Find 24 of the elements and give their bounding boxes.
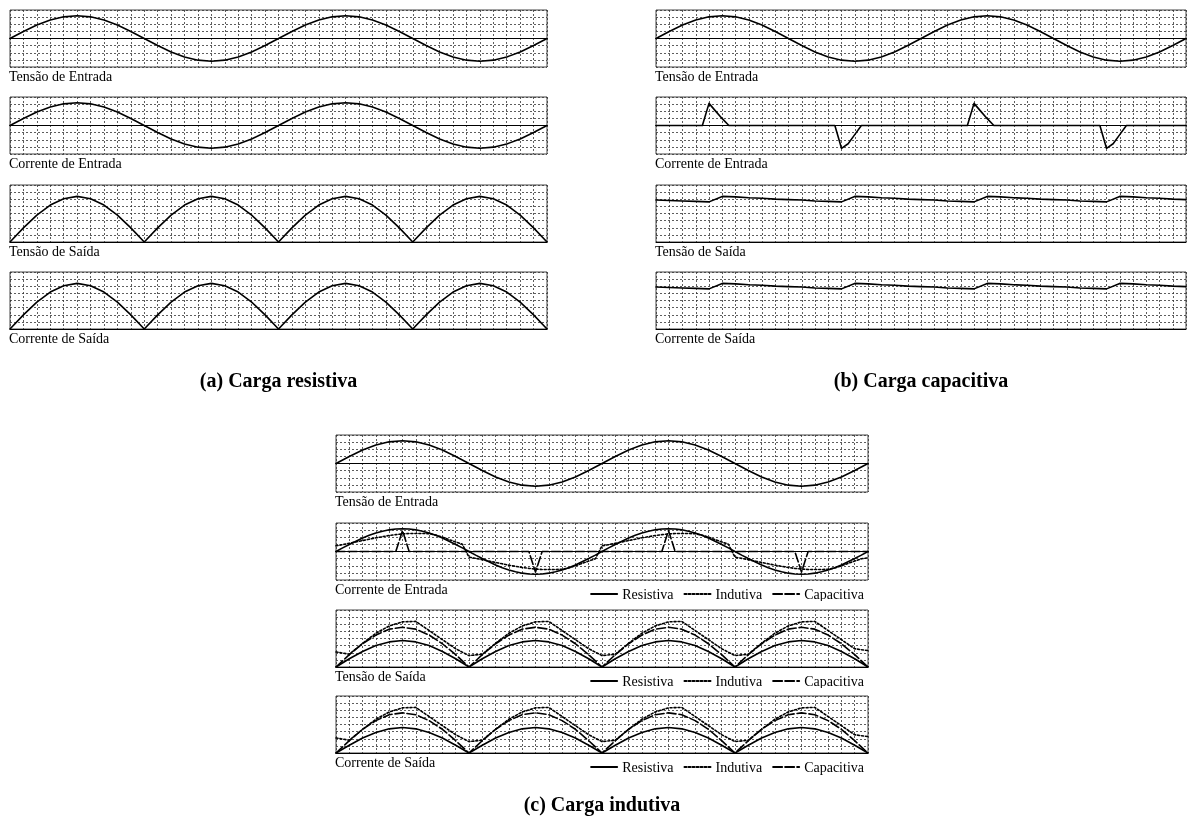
x-axis-title: Tensão de Saída	[335, 668, 427, 684]
x-axis-title: Tensão de Entrada	[9, 68, 113, 84]
text: (b) Carga capacitiva	[833, 369, 1009, 392]
x-axis-title: Tensão de Saída	[9, 243, 101, 259]
x-axis-title: Tensão de Saída	[655, 243, 747, 259]
x-axis-title: Tensão de Entrada	[335, 493, 439, 509]
x-axis-title: Corrente de Saída	[655, 330, 757, 346]
legend-label: Resistiva	[622, 586, 675, 602]
x-axis-title: Corrente de Entrada	[655, 155, 769, 171]
legend-label: Capacitiva	[804, 586, 865, 602]
text: (a) Carga resistiva	[199, 369, 358, 392]
x-axis-title: Corrente de Entrada	[9, 155, 123, 171]
text: (c) Carga indutiva	[523, 793, 681, 816]
legend-label: Indutiva	[715, 586, 763, 602]
x-axis-title: Tensão de Entrada	[655, 68, 759, 84]
legend-label: Indutiva	[715, 759, 763, 775]
x-axis-title: Corrente de Entrada	[335, 581, 449, 597]
legend-label: Capacitiva	[804, 759, 865, 775]
legend-label: Indutiva	[715, 673, 763, 689]
x-axis-title: Corrente de Saída	[335, 754, 437, 770]
legend-label: Capacitiva	[804, 673, 865, 689]
legend-label: Resistiva	[622, 759, 675, 775]
legend-label: Resistiva	[622, 673, 675, 689]
x-axis-title: Corrente de Saída	[9, 330, 111, 346]
